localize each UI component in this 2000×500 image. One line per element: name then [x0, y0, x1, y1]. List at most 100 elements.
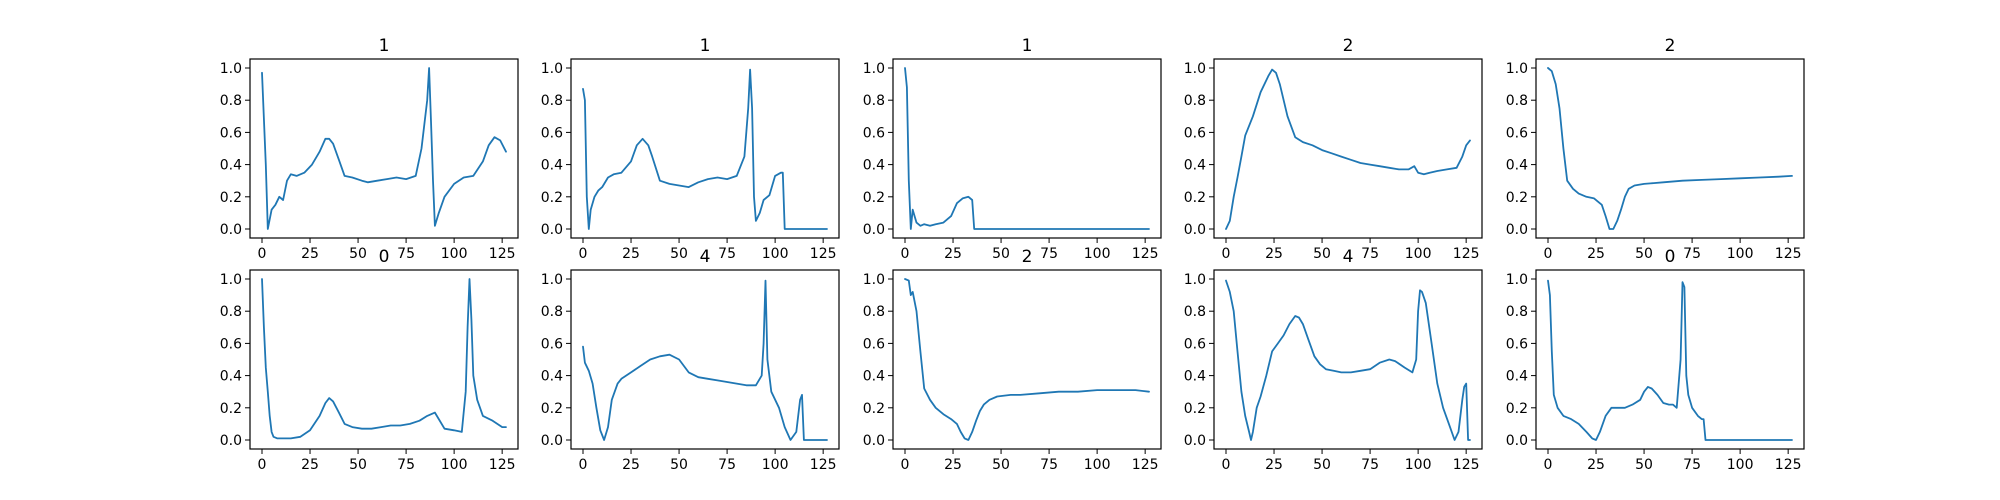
x-tick-label: 25: [944, 457, 962, 473]
plot-frame: [1213, 269, 1483, 450]
y-tick-label: 1.0: [1184, 61, 1206, 77]
x-tick-label: 125: [1132, 457, 1159, 473]
x-tick-label: 75: [1361, 457, 1379, 473]
y-tick-label: 0.4: [863, 369, 885, 385]
y-tick-label: 0.2: [1506, 190, 1528, 206]
x-tick-label: 100: [441, 246, 468, 262]
y-tick-label: 0.2: [863, 401, 885, 417]
x-tick-label: 125: [1775, 457, 1802, 473]
subplot-title: 1: [1022, 36, 1033, 56]
y-tick-label: 1.0: [1506, 272, 1528, 288]
x-tick-label: 0: [258, 246, 267, 262]
plot-frame: [1535, 58, 1805, 239]
x-tick-label: 100: [1727, 246, 1754, 262]
y-tick-label: 0.0: [541, 222, 563, 238]
series-line: [904, 278, 1150, 441]
y-tick-label: 0.4: [541, 158, 563, 174]
subplot-8: 2 0 25 50 75 100 125 0.0 0.2 0.4 0.6 0.8 1.0: [863, 247, 1162, 473]
y-tick-label: 1.0: [541, 272, 563, 288]
y-tick-label: 0.0: [1184, 222, 1206, 238]
x-tick-label: 50: [670, 457, 688, 473]
series-line: [582, 68, 828, 230]
plot-frame: [570, 269, 840, 450]
y-tick-label: 0.6: [541, 336, 563, 352]
plot-frame: [892, 269, 1162, 450]
subplot-title: 2: [1343, 36, 1354, 56]
y-tick-label: 0.6: [863, 125, 885, 141]
y-tick-label: 0.6: [1184, 336, 1206, 352]
y-tick-label: 1.0: [1506, 61, 1528, 77]
subplot-9: 4 0 25 50 75 100 125 0.0 0.2 0.4 0.6 0.8 1.0: [1184, 247, 1483, 473]
y-tick-label: 0.8: [541, 93, 563, 109]
y-tick-label: 0.6: [541, 125, 563, 141]
x-tick-label: 50: [1635, 246, 1653, 262]
subplot-6: 0 0 25 50 75 100 125 0.0 0.2 0.4 0.6 0.8 1.0: [220, 247, 519, 473]
y-tick-label: 1.0: [1184, 272, 1206, 288]
y-tick-label: 0.0: [1506, 222, 1528, 238]
x-tick-label: 75: [718, 246, 736, 262]
y-tick-label: 0.4: [541, 369, 563, 385]
x-tick-label: 0: [1222, 457, 1231, 473]
x-tick-label: 125: [810, 457, 837, 473]
x-tick-label: 75: [718, 457, 736, 473]
y-tick-label: 0.8: [220, 304, 242, 320]
y-tick-label: 0.8: [1506, 93, 1528, 109]
plot-frame: [249, 58, 519, 239]
y-tick-label: 1.0: [220, 61, 242, 77]
y-tick-label: 0.4: [1184, 158, 1206, 174]
x-tick-label: 75: [1683, 246, 1701, 262]
y-tick-label: 1.0: [220, 272, 242, 288]
y-tick-label: 0.0: [863, 222, 885, 238]
y-tick-label: 0.0: [220, 222, 242, 238]
subplot-3: 1 0 25 50 75 100 125 0.0 0.2 0.4 0.6 0.8 1.0: [863, 36, 1162, 262]
subplot-title: 2: [1022, 247, 1033, 267]
x-tick-label: 50: [1313, 246, 1331, 262]
x-tick-label: 25: [301, 457, 319, 473]
y-tick-label: 0.2: [220, 401, 242, 417]
series-line: [1225, 68, 1471, 230]
x-tick-label: 50: [349, 246, 367, 262]
y-tick-label: 0.8: [541, 304, 563, 320]
x-tick-label: 100: [1084, 457, 1111, 473]
x-tick-label: 25: [301, 246, 319, 262]
x-tick-label: 75: [397, 457, 415, 473]
y-tick-label: 0.8: [1506, 304, 1528, 320]
subplot-title: 0: [1665, 247, 1676, 267]
x-tick-label: 100: [1405, 246, 1432, 262]
y-tick-label: 0.8: [863, 93, 885, 109]
y-tick-label: 0.2: [863, 190, 885, 206]
y-tick-label: 0.8: [1184, 304, 1206, 320]
x-tick-label: 50: [992, 246, 1010, 262]
y-tick-label: 0.0: [1184, 433, 1206, 449]
y-tick-label: 0.6: [1506, 336, 1528, 352]
plot-frame: [1213, 58, 1483, 239]
subplot-7: 4 0 25 50 75 100 125 0.0 0.2 0.4 0.6 0.8 1.0: [541, 247, 840, 473]
y-tick-label: 0.6: [1506, 125, 1528, 141]
x-tick-label: 100: [762, 246, 789, 262]
x-tick-label: 75: [1040, 246, 1058, 262]
series-line: [582, 279, 828, 441]
y-tick-label: 0.6: [1184, 125, 1206, 141]
subplot-1: 1 0 25 50 75 100 125 0.0 0.2 0.4 0.6 0.8 1.0: [220, 36, 519, 262]
x-tick-label: 25: [622, 246, 640, 262]
y-tick-label: 0.6: [863, 336, 885, 352]
y-tick-label: 1.0: [863, 61, 885, 77]
x-tick-label: 100: [1405, 457, 1432, 473]
x-tick-label: 75: [1683, 457, 1701, 473]
y-tick-label: 0.2: [541, 190, 563, 206]
y-tick-label: 0.8: [220, 93, 242, 109]
y-tick-label: 0.2: [220, 190, 242, 206]
x-tick-label: 25: [1265, 246, 1283, 262]
x-tick-label: 125: [1775, 246, 1802, 262]
x-tick-label: 125: [810, 246, 837, 262]
x-tick-label: 75: [1361, 246, 1379, 262]
x-tick-label: 100: [441, 457, 468, 473]
y-tick-label: 0.2: [1184, 401, 1206, 417]
x-tick-label: 0: [1544, 246, 1553, 262]
x-tick-label: 25: [1587, 457, 1605, 473]
subplot-title: 0: [379, 247, 390, 267]
x-tick-label: 0: [1544, 457, 1553, 473]
subplot-title: 1: [700, 36, 711, 56]
series-line: [904, 67, 1150, 230]
